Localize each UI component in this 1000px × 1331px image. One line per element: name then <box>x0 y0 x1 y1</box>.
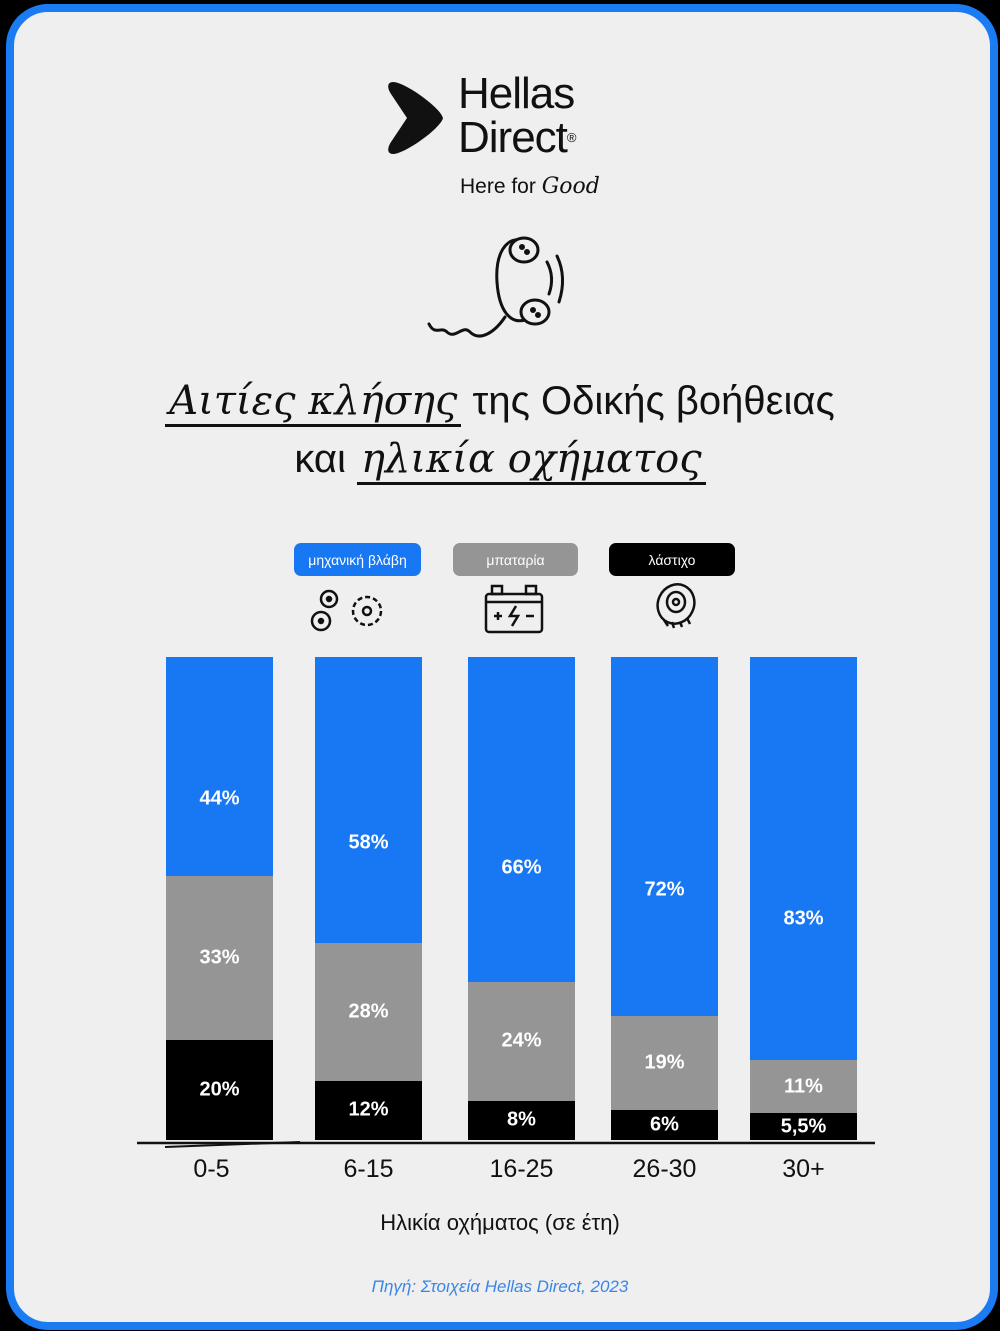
registered-mark: ® <box>566 130 577 145</box>
bar-30+: 83% 11% 5,5% <box>750 657 857 1140</box>
data-label: 20% <box>199 1078 240 1101</box>
hellas-direct-logo-chevron-icon <box>388 82 443 154</box>
x-axis-title: Ηλικία οχήματος (σε έτη) <box>380 1210 620 1235</box>
bar-segment: 12% <box>315 1080 422 1140</box>
data-label: 83% <box>783 907 824 930</box>
x-tick-label: 30+ <box>782 1155 825 1183</box>
bar-6-15: 58% 28% 12% <box>315 657 422 1140</box>
legend-tire: λάστιχο <box>609 543 735 576</box>
tire-icon <box>656 583 696 629</box>
x-tick-label: 16-25 <box>489 1155 554 1183</box>
title-handwritten-1: Αιτίες κλήσης <box>165 378 462 427</box>
bar-segment: 20% <box>166 1040 273 1140</box>
data-label: 24% <box>501 1029 542 1052</box>
tagline-prefix: Here for <box>460 175 536 198</box>
bar-segment: 5,5% <box>750 1113 857 1140</box>
title-line-2: και ηλικία οχήματος <box>0 436 1000 485</box>
data-label: 58% <box>348 831 389 854</box>
data-label: 44% <box>199 787 240 810</box>
x-tick-label: 0-5 <box>193 1155 230 1183</box>
bar-segment: 72% <box>611 657 718 1016</box>
logo-wordmark: Hellas Direct® <box>458 72 576 160</box>
bar-segment: 66% <box>468 657 575 983</box>
logo-tagline: Here for Good <box>460 174 600 199</box>
logo-line1: Hellas <box>458 69 575 118</box>
bar-segment: 24% <box>468 982 575 1101</box>
title-line1-rest: της Οδικής βοήθειας <box>472 379 835 423</box>
data-label: 19% <box>644 1051 685 1074</box>
data-label: 5,5% <box>780 1115 827 1138</box>
bar-0-5: 44% 33% 20% <box>166 657 273 1140</box>
bar-segment: 83% <box>750 657 857 1060</box>
data-label: 6% <box>650 1113 679 1136</box>
x-tick-label: 26-30 <box>632 1155 697 1183</box>
telephone-icon <box>427 236 564 338</box>
x-tick-label: 6-15 <box>343 1155 394 1183</box>
logo-line2: Direct <box>458 113 568 162</box>
data-label: 12% <box>348 1098 389 1121</box>
title-line-1: Αιτίες κλήσης της Οδικής βοήθειας <box>0 378 1000 427</box>
legend-battery: μπαταρία <box>453 543 578 576</box>
bar-16-25: 66% 24% 8% <box>468 657 575 1140</box>
battery-icon <box>484 584 544 634</box>
data-label: 11% <box>784 1075 823 1098</box>
bar-segment: 58% <box>315 657 422 943</box>
source-note: Πηγή: Στοιχεία Hellas Direct, 2023 <box>371 1277 629 1296</box>
tagline-script: Good <box>541 174 600 199</box>
data-label: 72% <box>644 878 685 901</box>
bar-segment: 8% <box>468 1100 575 1140</box>
title-handwritten-2: ηλικία οχήματος <box>357 436 706 485</box>
bar-segment: 6% <box>611 1110 718 1140</box>
bar-segment: 33% <box>166 876 273 1041</box>
data-label: 66% <box>501 856 542 879</box>
bar-segment: 28% <box>315 942 422 1081</box>
bar-segment: 11% <box>750 1059 857 1114</box>
bar-26-30: 72% 19% 6% <box>611 657 718 1140</box>
title-line2-prefix: και <box>294 437 346 481</box>
data-label: 8% <box>507 1108 536 1131</box>
legend-mechanical: μηχανική βλάβη <box>294 543 421 576</box>
bar-segment: 44% <box>166 657 273 877</box>
x-axis-line <box>137 1141 875 1148</box>
data-label: 33% <box>199 946 240 969</box>
gears-icon <box>310 589 383 632</box>
bar-segment: 19% <box>611 1015 718 1111</box>
data-label: 28% <box>348 1000 389 1023</box>
